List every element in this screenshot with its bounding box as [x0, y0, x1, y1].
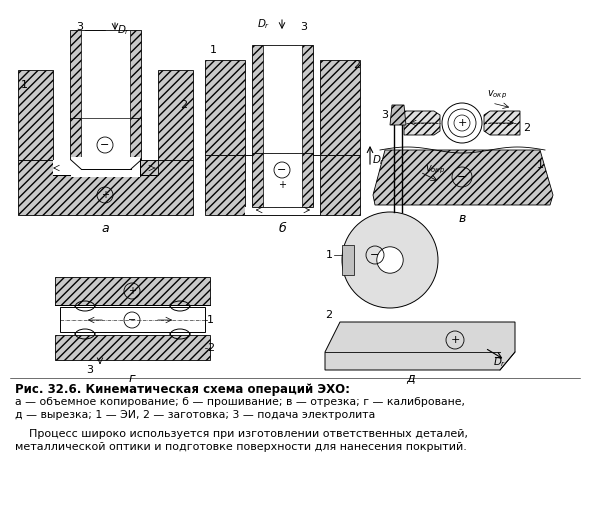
Text: 2: 2 — [325, 310, 332, 320]
Text: −: − — [100, 140, 110, 150]
Bar — [53, 160, 140, 175]
Text: +: + — [101, 190, 109, 200]
Text: $v_{окр}$: $v_{окр}$ — [487, 89, 507, 101]
Bar — [342, 245, 354, 275]
Text: −: − — [371, 250, 380, 260]
Text: б: б — [278, 222, 286, 235]
Text: 3: 3 — [76, 22, 83, 32]
Text: 1: 1 — [326, 250, 333, 260]
Polygon shape — [373, 150, 553, 205]
Bar — [70, 118, 141, 160]
Bar — [320, 60, 360, 155]
Bar — [245, 155, 320, 215]
Text: $D_r$: $D_r$ — [117, 23, 130, 37]
Bar — [158, 70, 193, 160]
Circle shape — [454, 115, 470, 131]
Text: +: + — [450, 335, 460, 345]
Text: 1: 1 — [21, 80, 28, 90]
Text: а: а — [101, 222, 109, 235]
Text: 1: 1 — [537, 160, 544, 170]
Text: +: + — [457, 118, 467, 128]
Ellipse shape — [377, 247, 403, 273]
Bar — [140, 160, 158, 175]
Text: 2: 2 — [523, 123, 530, 133]
Text: 3: 3 — [300, 22, 307, 32]
Bar — [18, 70, 53, 160]
Ellipse shape — [342, 212, 438, 308]
Text: $v_{окр}$: $v_{окр}$ — [425, 164, 445, 176]
Text: 2: 2 — [207, 343, 214, 353]
Bar — [70, 30, 141, 120]
Text: 1: 1 — [207, 315, 214, 325]
Text: 1: 1 — [210, 45, 217, 55]
Circle shape — [442, 103, 482, 143]
Text: 2: 2 — [180, 100, 187, 110]
Text: $D_r$: $D_r$ — [372, 153, 385, 167]
Polygon shape — [390, 105, 406, 125]
Bar — [81, 118, 130, 160]
Text: металлической оптики и подготовке поверхности для нанесения покрытий.: металлической оптики и подготовке поверх… — [15, 442, 467, 452]
Bar — [55, 277, 210, 305]
Text: +: + — [278, 180, 286, 190]
Bar — [71, 157, 140, 177]
Bar — [263, 45, 302, 155]
Text: $D_r$: $D_r$ — [493, 355, 506, 369]
Bar — [60, 307, 205, 332]
Polygon shape — [325, 322, 515, 370]
Bar — [205, 155, 360, 215]
Text: −: − — [277, 165, 287, 175]
Text: 3: 3 — [381, 110, 388, 120]
Bar — [205, 60, 245, 155]
Polygon shape — [484, 111, 520, 135]
Text: г: г — [129, 371, 135, 385]
Text: −: − — [128, 315, 136, 325]
Text: 2: 2 — [353, 60, 360, 70]
Text: 3: 3 — [87, 365, 93, 375]
Text: а — объемное копирование; б — прошивание; в — отрезка; г — калиброване,: а — объемное копирование; б — прошивание… — [15, 397, 465, 407]
Text: д — вырезка; 1 — ЭИ, 2 — заготовка; 3 — подача электролита: д — вырезка; 1 — ЭИ, 2 — заготовка; 3 — … — [15, 410, 375, 420]
Text: д: д — [406, 371, 414, 385]
Text: Рис. 32.6. Кинематическая схема операций ЭХО:: Рис. 32.6. Кинематическая схема операций… — [15, 383, 350, 396]
Text: Процесс широко используется при изготовлении ответственных деталей,: Процесс широко используется при изготовл… — [15, 429, 468, 439]
Bar — [81, 30, 130, 120]
Bar — [53, 160, 71, 175]
Polygon shape — [404, 111, 440, 135]
Bar — [263, 153, 302, 207]
Text: −: − — [457, 170, 467, 183]
Bar — [245, 207, 320, 215]
Bar — [252, 153, 313, 207]
Bar — [252, 45, 313, 155]
Bar — [18, 160, 193, 215]
Bar — [55, 335, 210, 360]
Text: $D_r$: $D_r$ — [257, 17, 270, 31]
Text: +: + — [128, 286, 136, 296]
Text: в: в — [458, 213, 466, 226]
